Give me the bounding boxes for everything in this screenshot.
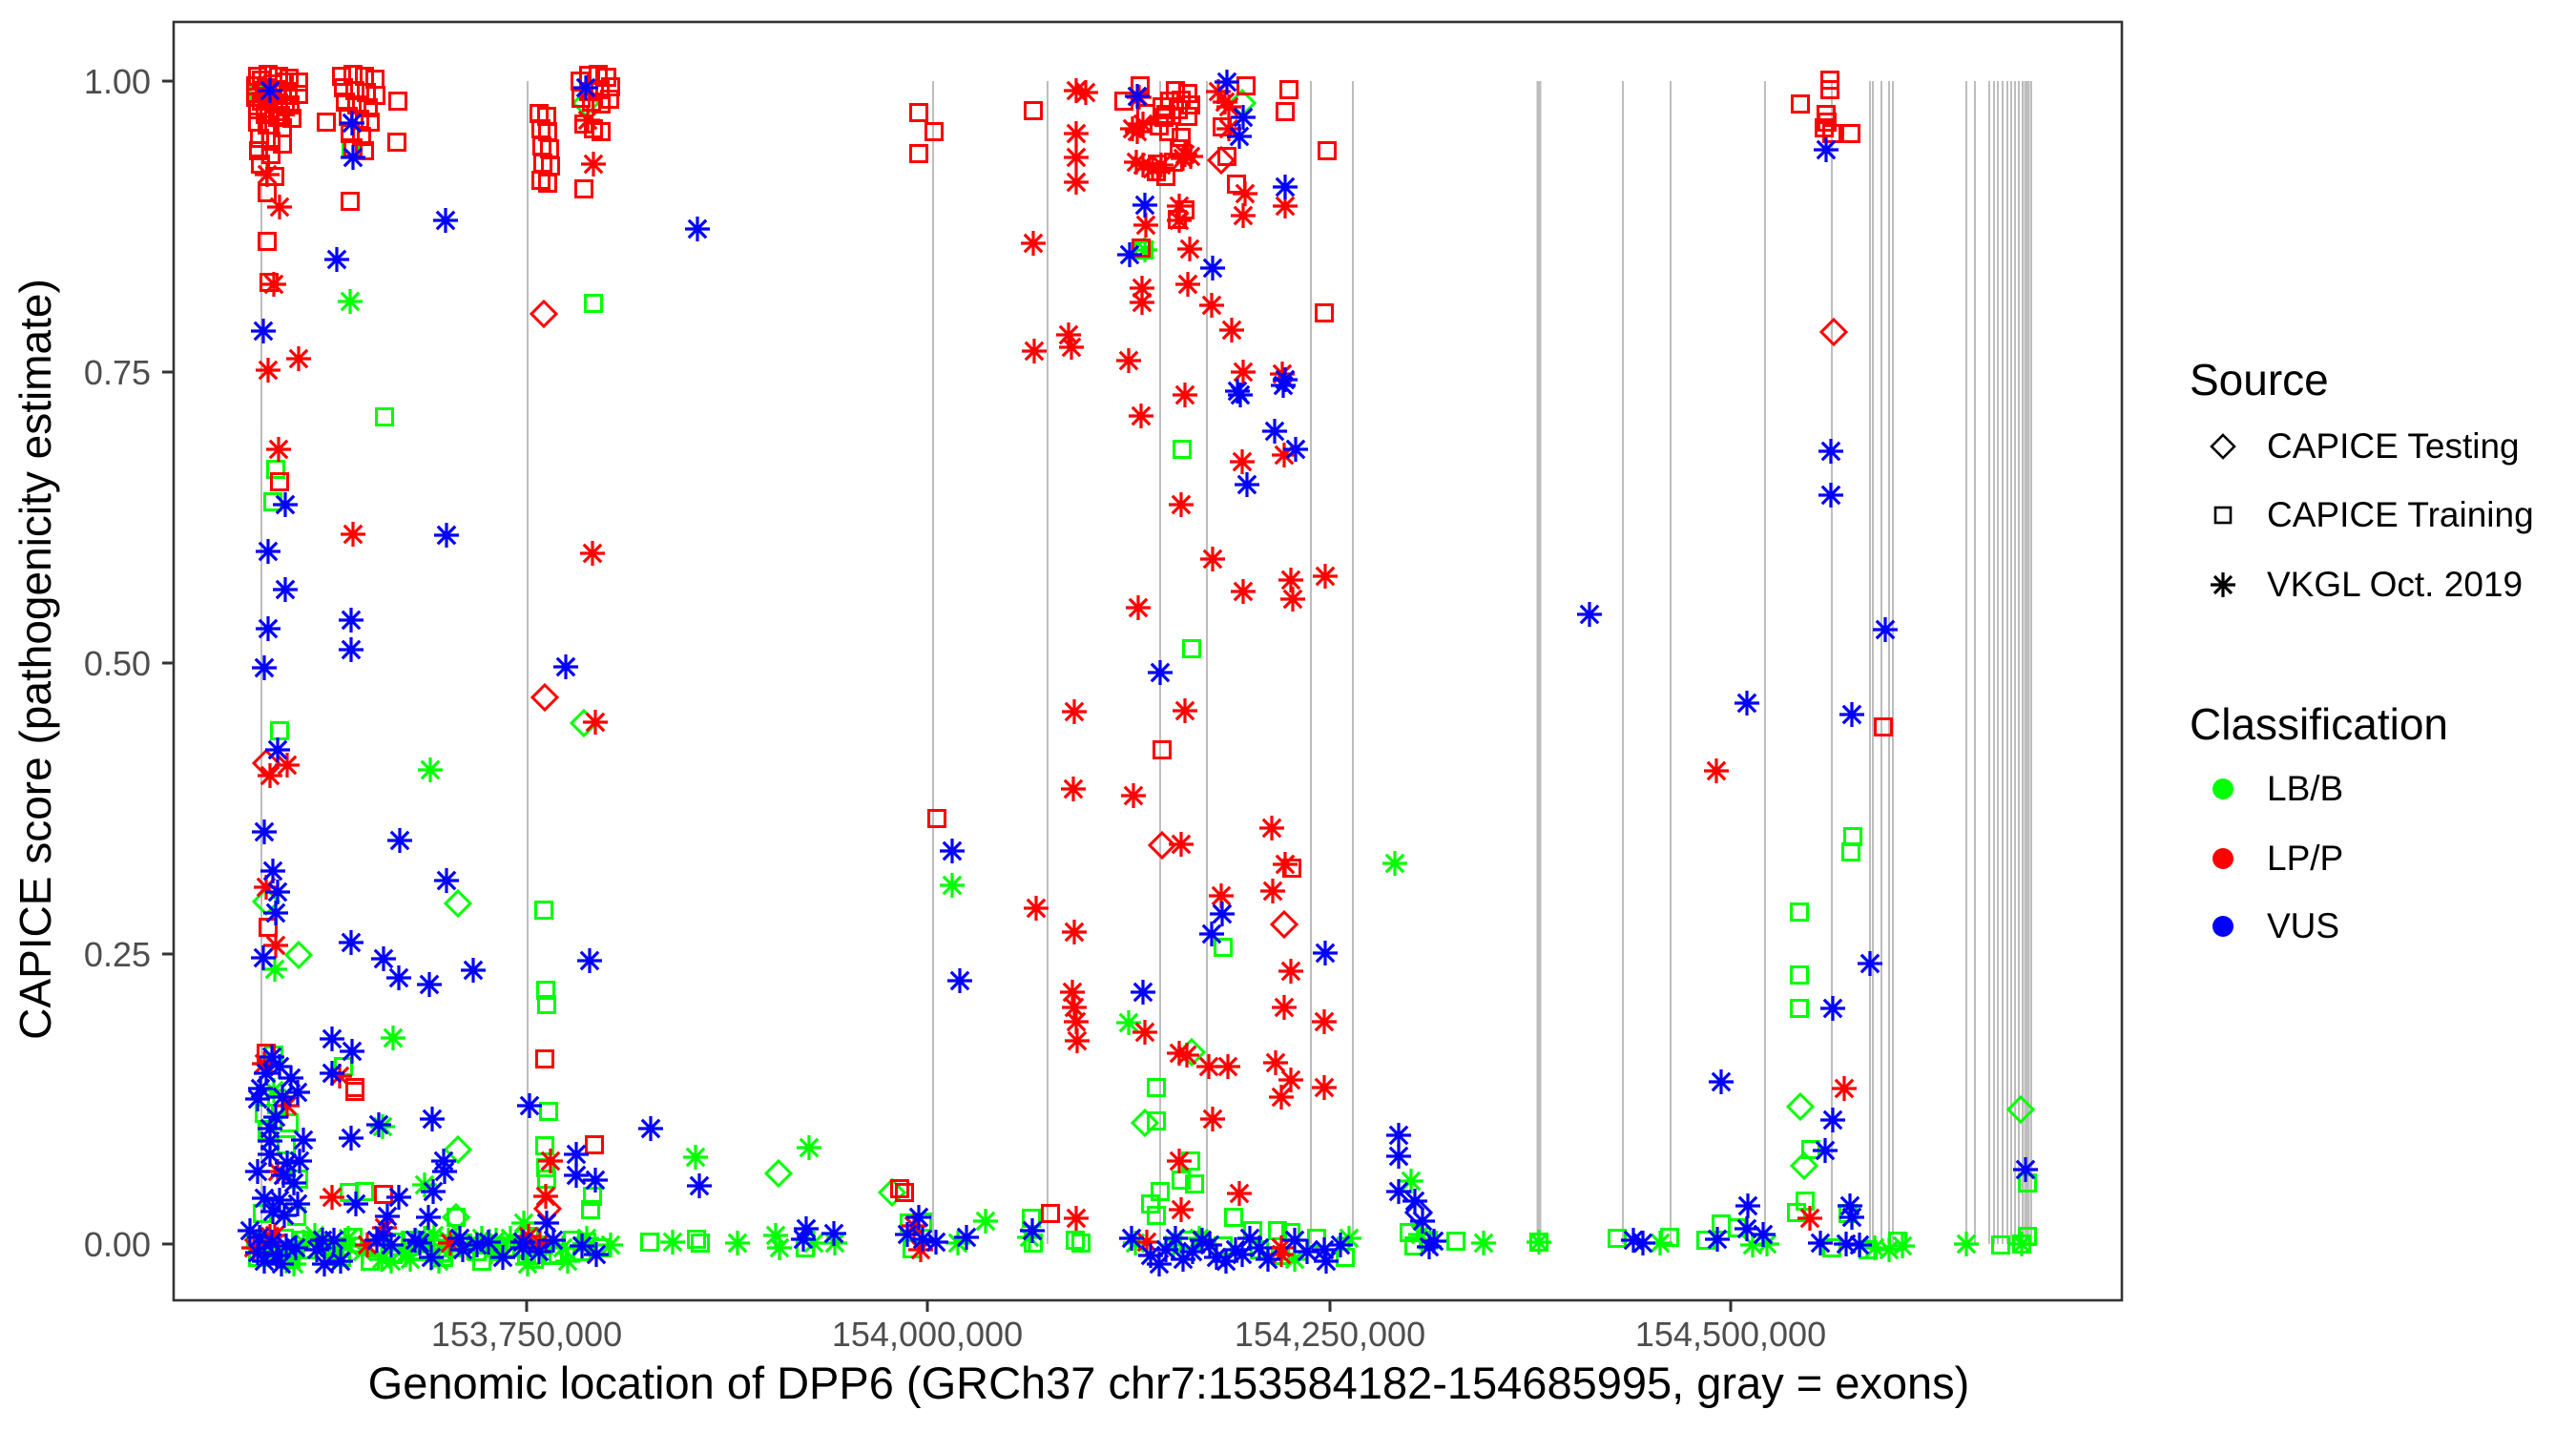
svg-text:LP/P: LP/P <box>2267 839 2343 878</box>
svg-text:154,000,000: 154,000,000 <box>832 1315 1023 1354</box>
svg-text:153,750,000: 153,750,000 <box>431 1315 622 1354</box>
svg-text:0.75: 0.75 <box>84 353 151 392</box>
svg-text:0.25: 0.25 <box>84 935 151 974</box>
svg-text:LB/B: LB/B <box>2267 769 2343 808</box>
svg-text:1.00: 1.00 <box>84 62 151 101</box>
svg-text:154,250,000: 154,250,000 <box>1235 1315 1425 1354</box>
svg-text:0.00: 0.00 <box>84 1225 151 1264</box>
svg-text:154,500,000: 154,500,000 <box>1635 1315 1826 1354</box>
svg-text:Genomic location of DPP6 (GRCh: Genomic location of DPP6 (GRCh37 chr7:15… <box>368 1358 1970 1408</box>
svg-text:0.50: 0.50 <box>84 644 151 683</box>
svg-text:CAPICE score (pathogenicity es: CAPICE score (pathogenicity estimate) <box>10 279 60 1040</box>
svg-text:VKGL Oct. 2019: VKGL Oct. 2019 <box>2267 565 2523 604</box>
svg-text:Source: Source <box>2190 355 2329 404</box>
svg-text:Classification: Classification <box>2190 699 2448 749</box>
svg-text:VUS: VUS <box>2267 906 2339 945</box>
svg-text:CAPICE Training: CAPICE Training <box>2267 495 2534 534</box>
svg-text:CAPICE Testing: CAPICE Testing <box>2267 426 2520 466</box>
